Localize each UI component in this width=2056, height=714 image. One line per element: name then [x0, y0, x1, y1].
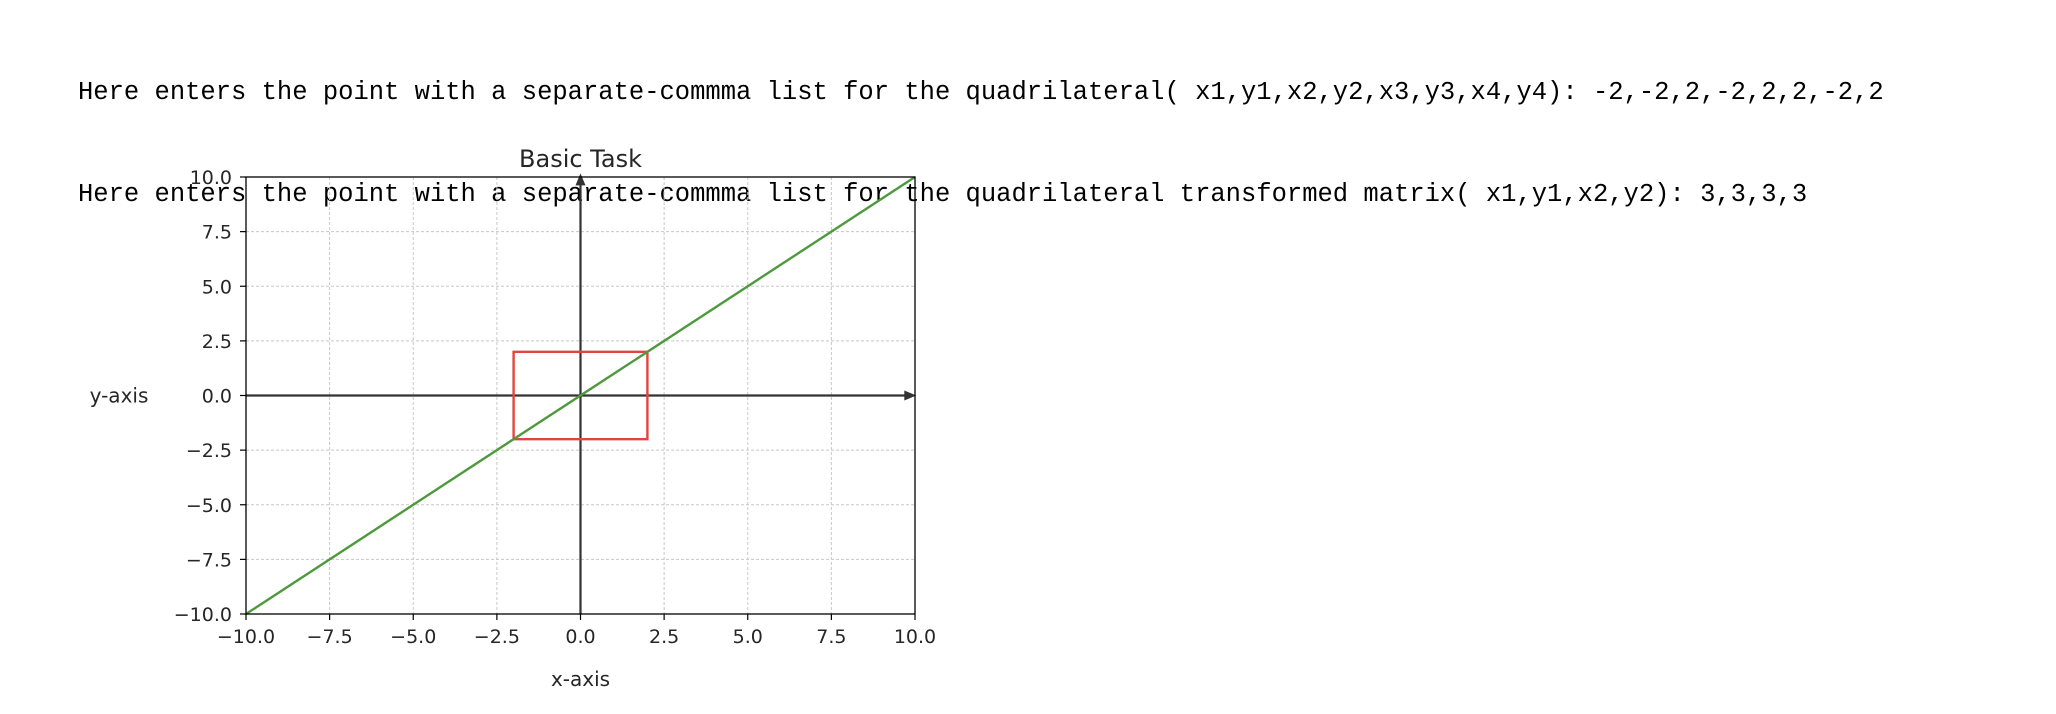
x-tick-label: −7.5 [307, 626, 353, 648]
ticks: −10.0 −7.5 −5.0 −2.5 0.0 2.5 5.0 7.5 10.0 10.0 7.5… [174, 167, 936, 648]
series-layer [245, 175, 916, 616]
y-axis-arrowhead [575, 173, 586, 186]
y-tick-label: 2.5 [202, 331, 232, 353]
x-tick-label: −5.0 [390, 626, 436, 648]
console-output: Here enters the point with a separate-co… [78, 8, 2048, 246]
console-line-quadrilateral-input: Here enters the point with a separate-co… [78, 78, 1884, 107]
y-axis-label: y-axis [90, 384, 149, 408]
x-tick-label: 7.5 [816, 626, 846, 648]
x-axis-arrowhead [904, 390, 917, 401]
x-tick-label: 5.0 [733, 626, 763, 648]
y-tick-label: −7.5 [186, 549, 232, 571]
series-line-1 [245, 175, 916, 616]
y-tick-label: 0.0 [202, 386, 232, 408]
y-tick-label: −10.0 [174, 604, 232, 626]
y-tick-label: 10.0 [190, 167, 232, 189]
x-tick-label: 0.0 [565, 626, 595, 648]
y-tick-label: −2.5 [186, 440, 232, 462]
x-tick-label: −10.0 [217, 626, 275, 648]
origin-axes [246, 173, 917, 614]
y-tick-label: 7.5 [202, 222, 232, 244]
x-axis-label: x-axis [551, 667, 610, 691]
chart-title: Basic Task [519, 145, 642, 173]
y-tick-label: 5.0 [202, 276, 232, 298]
x-tick-label: −2.5 [474, 626, 520, 648]
y-tick-label: −5.0 [186, 495, 232, 517]
console-line-transform-input: Here enters the point with a separate-co… [78, 180, 1808, 209]
x-tick-label: 2.5 [649, 626, 679, 648]
x-tick-label: 10.0 [894, 626, 936, 648]
